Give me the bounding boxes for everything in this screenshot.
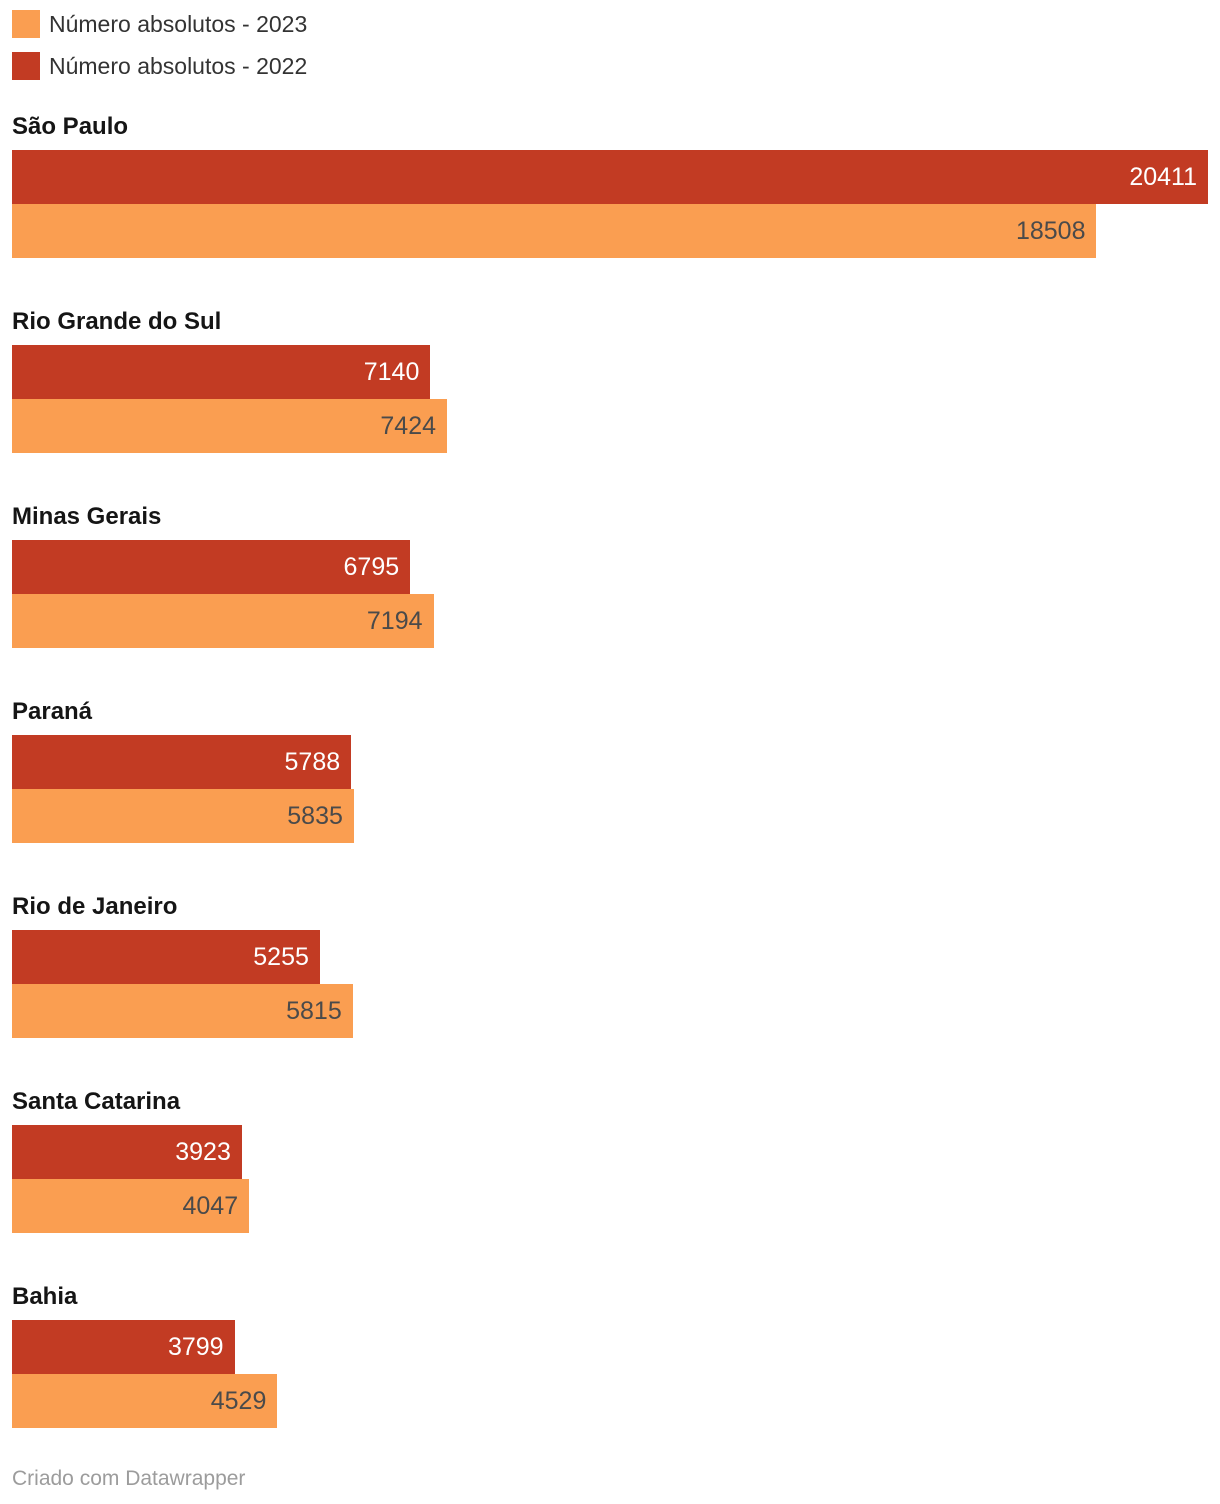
bar-value-label: 5815 xyxy=(286,996,342,1025)
bar-2023: 5835 xyxy=(12,789,354,843)
category-label: Santa Catarina xyxy=(12,1088,181,1115)
legend-label-2023: Número absolutos - 2023 xyxy=(49,11,308,37)
bar-value-label: 18508 xyxy=(1015,216,1086,245)
bar-value-label: 5835 xyxy=(287,801,343,830)
chart-group: São Paulo 20411 18508 xyxy=(12,112,1208,258)
bar-value-label: 4529 xyxy=(210,1386,267,1415)
bar-2023: 4529 xyxy=(12,1374,278,1428)
legend: Número absolutos - 2023 Número absolutos… xyxy=(12,10,1208,80)
bar-2022: 6795 xyxy=(12,540,411,594)
category-label: Rio de Janeiro xyxy=(12,893,178,920)
bar-2022: 5788 xyxy=(12,735,352,789)
bar-2023: 5815 xyxy=(12,984,353,1038)
bar-2022: 5255 xyxy=(12,930,320,984)
category-label: Rio Grande do Sul xyxy=(12,308,222,335)
bar-value-label: 7194 xyxy=(366,606,423,635)
chart-group: Santa Catarina 3923 4047 xyxy=(12,1087,1208,1233)
bar-value-label: 4047 xyxy=(182,1191,239,1220)
category-label: Minas Gerais xyxy=(12,503,162,530)
bar-value-label: 3799 xyxy=(167,1332,224,1361)
legend-swatch-2023-icon xyxy=(12,10,40,38)
bar-2023: 18508 xyxy=(12,204,1097,258)
chart-group: Paraná 5788 5835 xyxy=(12,697,1208,843)
bar-2022: 20411 xyxy=(12,150,1208,204)
bar-value-label: 20411 xyxy=(1129,162,1197,191)
attribution-link[interactable]: Criado com Datawrapper xyxy=(12,1467,246,1490)
legend-item-2023: Número absolutos - 2023 xyxy=(12,10,1208,38)
bar-2023: 7194 xyxy=(12,594,434,648)
bar-2023: 7424 xyxy=(12,399,448,453)
bar-2022: 3799 xyxy=(12,1320,235,1374)
chart-group: Bahia 3799 4529 xyxy=(12,1282,1208,1428)
chart-group: Rio de Janeiro 5255 5815 xyxy=(12,892,1208,1038)
chart: São Paulo 20411 18508 Rio Grande do Sul 7140… xyxy=(12,112,1208,1428)
bar-value-label: 5788 xyxy=(284,747,341,776)
bar-value-label: 3923 xyxy=(175,1137,231,1166)
bar-value-label: 5255 xyxy=(253,942,309,971)
category-label: São Paulo xyxy=(12,113,129,140)
legend-label-2022: Número absolutos - 2022 xyxy=(49,53,308,79)
bar-2022: 7140 xyxy=(12,345,431,399)
chart-group: Minas Gerais 6795 7194 xyxy=(12,502,1208,648)
bar-value-label: 6795 xyxy=(343,552,400,581)
chart-group: Rio Grande do Sul 7140 7424 xyxy=(12,307,1208,453)
category-label: Paraná xyxy=(12,698,93,725)
legend-swatch-2022-icon xyxy=(12,52,40,80)
category-label: Bahia xyxy=(12,1283,78,1310)
bar-value-label: 7424 xyxy=(380,411,437,440)
bar-2023: 4047 xyxy=(12,1179,250,1233)
bar-2022: 3923 xyxy=(12,1125,242,1179)
bar-value-label: 7140 xyxy=(363,357,420,386)
legend-item-2022: Número absolutos - 2022 xyxy=(12,52,1208,80)
